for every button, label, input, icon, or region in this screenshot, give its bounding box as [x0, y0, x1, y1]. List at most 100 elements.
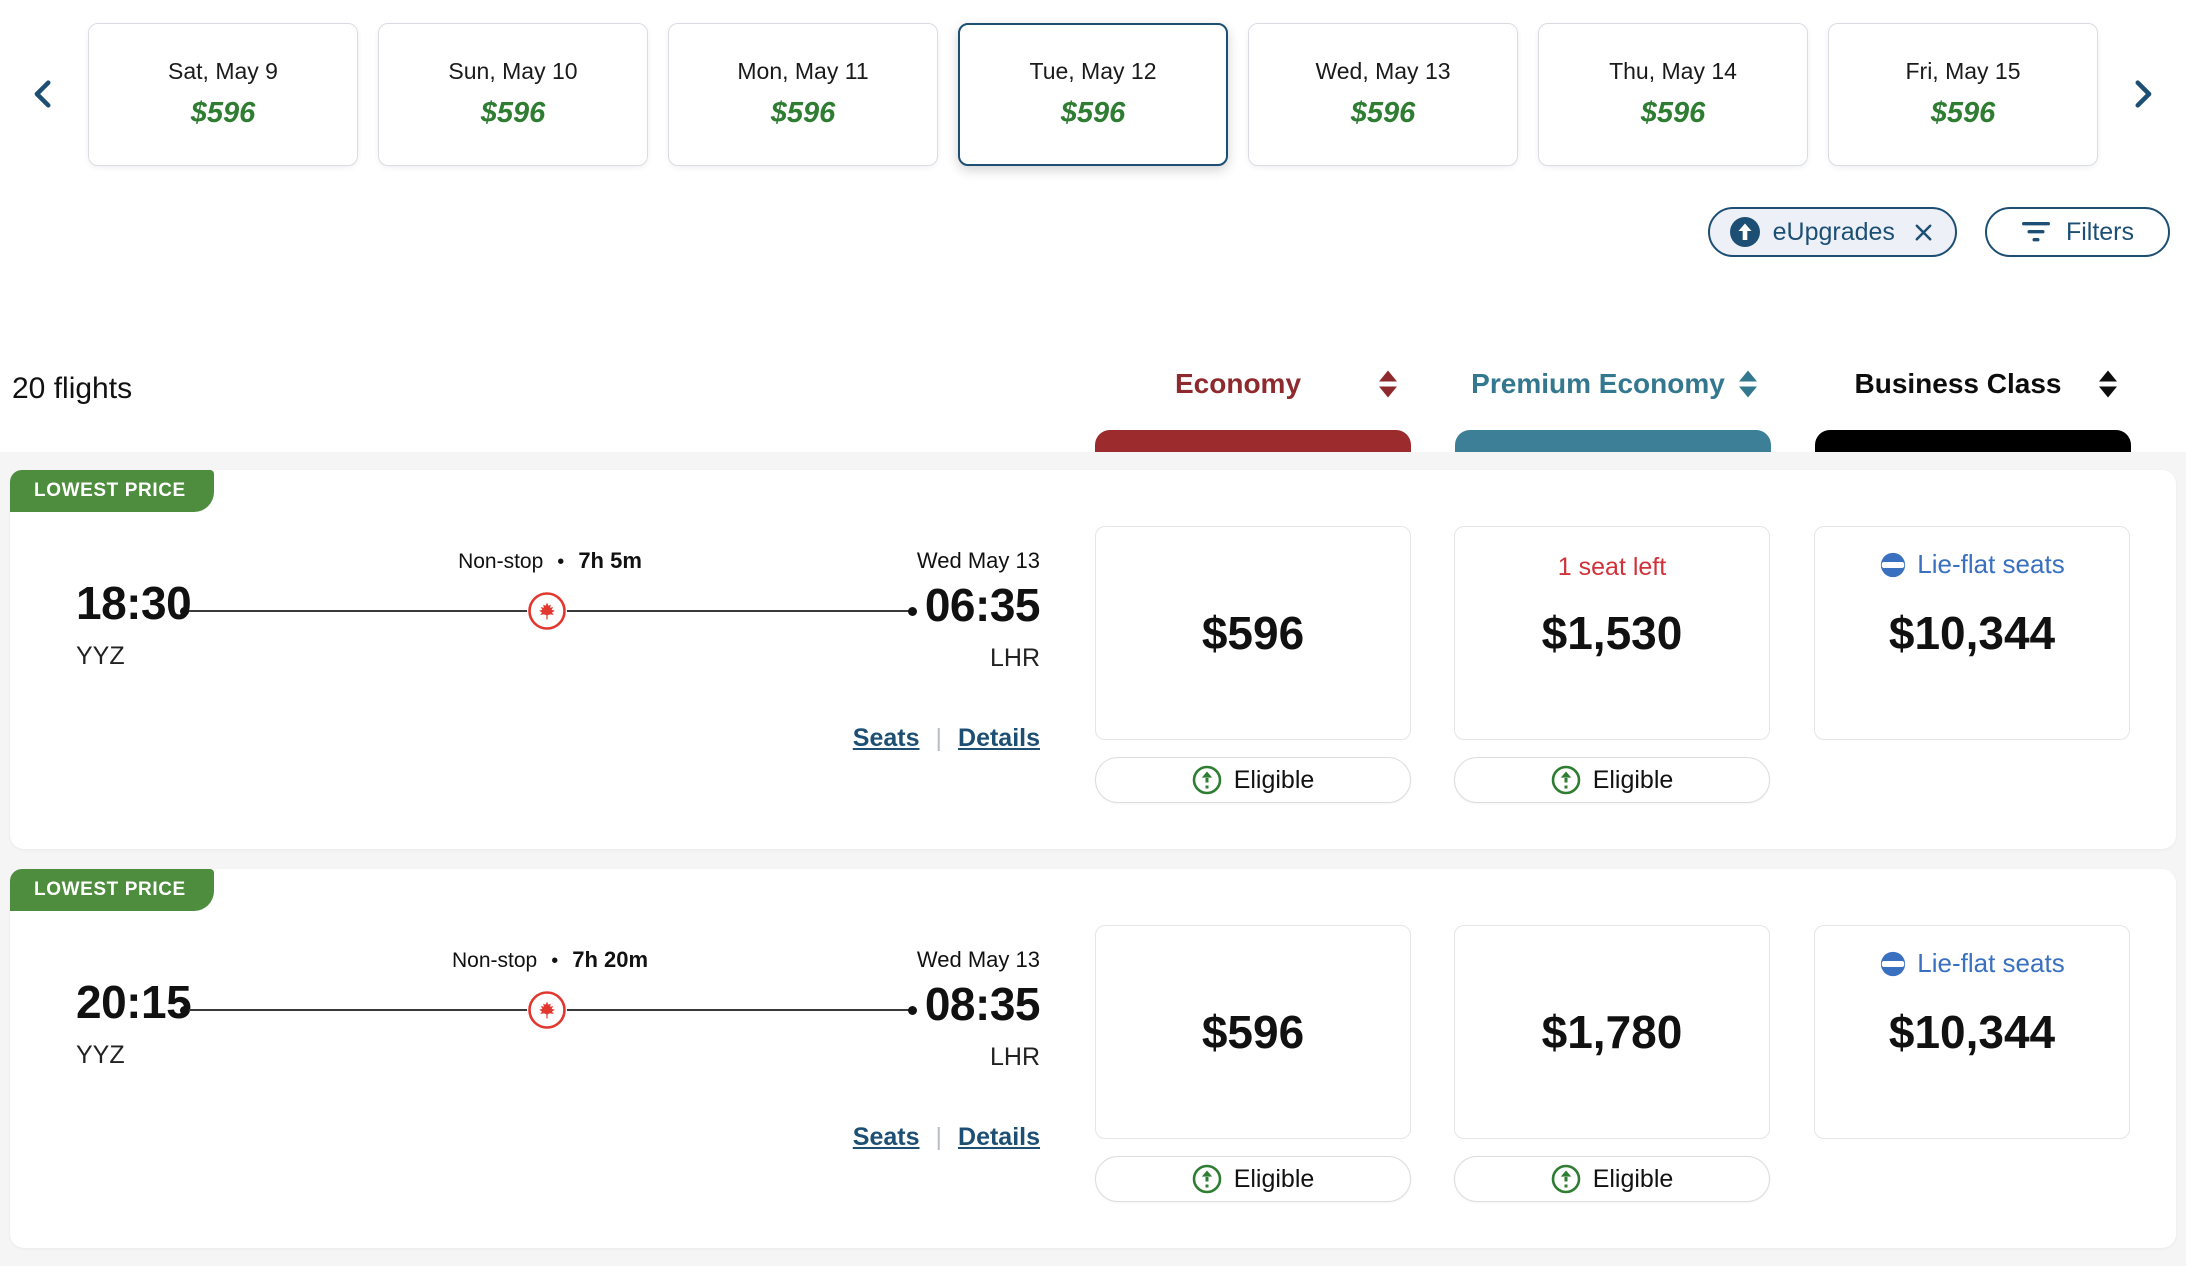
stops-label: Non-stop [451, 949, 538, 972]
stops-label: Non-stop [458, 550, 544, 573]
flight-row: LOWEST PRICE 20:15 YYZ Non-stop • 7h 20m… [10, 869, 2176, 1248]
eligible-arrow-icon [1192, 1164, 1222, 1194]
carousel-prev-button[interactable] [14, 44, 74, 144]
economy-price: $596 [1201, 607, 1305, 659]
column-header-premium-economy[interactable]: Premium Economy [1455, 364, 1771, 404]
date-card-sat-may-9[interactable]: Sat, May 9 $596 [88, 22, 358, 166]
details-link[interactable]: Details [958, 1123, 1040, 1151]
eligible-arrow-icon [1551, 765, 1581, 795]
date-label: Sat, May 9 [168, 58, 278, 84]
chevron-right-icon [2125, 77, 2159, 111]
arrival-airport: LHR [989, 644, 1040, 672]
economy-fare-cell[interactable]: $596 [1095, 526, 1411, 740]
economy-price: $596 [1201, 1006, 1305, 1058]
departure-airport: YYZ [76, 642, 125, 670]
duration-label: 7h 5m [578, 548, 642, 573]
sort-icon [2099, 370, 2117, 398]
sort-icon [1379, 370, 1397, 398]
lowest-price-badge: LOWEST PRICE [10, 869, 214, 911]
date-card-fri-may-15[interactable]: Fri, May 15 $596 [1828, 22, 2098, 166]
flight-links: Seats | Details [830, 1123, 1040, 1152]
link-separator: | [935, 724, 943, 752]
lie-flat-label: Lie-flat seats [1917, 549, 2065, 579]
lowest-price-badge: LOWEST PRICE [10, 470, 214, 512]
departure-time: 20:15 [76, 976, 192, 1028]
premium-economy-price: $1,780 [1541, 1006, 1683, 1058]
route-info: Non-stop • 7h 5m [350, 548, 750, 574]
date-label: Mon, May 11 [737, 58, 869, 84]
seats-left-warning: 1 seat left [1557, 553, 1667, 581]
seats-link[interactable]: Seats [852, 724, 920, 752]
date-price: $596 [1930, 97, 1996, 129]
eligible-arrow-icon [1551, 1164, 1581, 1194]
economy-fare-cell[interactable]: $596 [1095, 925, 1411, 1139]
date-price: $596 [1350, 97, 1416, 129]
filters-button[interactable]: Filters [1984, 207, 2170, 257]
lie-flat-seat-icon [1879, 950, 1907, 978]
route-info: Non-stop • 7h 20m [350, 947, 750, 973]
lie-flat-seat-icon [1879, 551, 1907, 579]
dot-separator: • [557, 551, 565, 573]
date-card-wed-may-13[interactable]: Wed, May 13 $596 [1248, 22, 1518, 166]
date-carousel: Sat, May 9 $596 Sun, May 10 $596 Mon, Ma… [0, 14, 2186, 174]
date-label: Sun, May 10 [448, 58, 578, 84]
date-price: $596 [1640, 97, 1706, 129]
carousel-next-button[interactable] [2112, 44, 2172, 144]
dot-separator: • [551, 950, 559, 972]
date-price: $596 [480, 97, 546, 129]
eupgrade-eligible-badge-premium[interactable]: Eligible [1454, 757, 1770, 803]
duration-label: 7h 20m [572, 947, 649, 972]
departure-time: 18:30 [76, 577, 192, 629]
date-card-mon-may-11[interactable]: Mon, May 11 $596 [668, 22, 938, 166]
date-price: $596 [770, 97, 836, 129]
flight-links: Seats | Details [830, 724, 1040, 753]
cabin-column-headers: Economy Premium Economy Business Class [1095, 364, 2131, 404]
arrival-time: 08:35 [924, 978, 1041, 1030]
flight-row: LOWEST PRICE 18:30 YYZ Non-stop • 7h 5m … [10, 470, 2176, 849]
close-icon [1912, 221, 1935, 244]
departure-block: 20:15 YYZ [76, 975, 192, 1070]
arrival-airport: LHR [989, 1043, 1040, 1071]
eligible-label: Eligible [1233, 1164, 1315, 1193]
date-card-tue-may-12-selected[interactable]: Tue, May 12 $596 [958, 22, 1228, 166]
date-card-list: Sat, May 9 $596 Sun, May 10 $596 Mon, Ma… [88, 22, 2098, 166]
eligible-label: Eligible [1233, 765, 1315, 794]
column-header-business-class[interactable]: Business Class [1815, 364, 2131, 404]
seats-link[interactable]: Seats [852, 1123, 920, 1151]
departure-airport: YYZ [76, 1041, 125, 1069]
lie-flat-feature: Lie-flat seats [1815, 549, 2129, 580]
date-price: $596 [1060, 97, 1126, 129]
business-class-fare-cell[interactable]: Lie-flat seats $10,344 [1814, 925, 2130, 1139]
date-price: $596 [190, 97, 256, 129]
details-link[interactable]: Details [958, 724, 1040, 752]
departure-block: 18:30 YYZ [76, 576, 192, 671]
lie-flat-feature: Lie-flat seats [1815, 948, 2129, 979]
premium-economy-fare-cell[interactable]: $1,780 [1454, 925, 1770, 1139]
air-canada-maple-leaf-icon [527, 990, 567, 1030]
column-header-label: Economy [1174, 368, 1302, 399]
sort-icon [1739, 370, 1757, 398]
business-class-fare-cell[interactable]: Lie-flat seats $10,344 [1814, 526, 2130, 740]
eupgrade-eligible-badge-economy[interactable]: Eligible [1095, 757, 1411, 803]
eupgrades-chip-remove-button[interactable] [1912, 221, 1935, 244]
eupgrade-eligible-badge-premium[interactable]: Eligible [1454, 1156, 1770, 1202]
eupgrades-chip-label: eUpgrades [1772, 217, 1895, 246]
eupgrade-arrow-circle-icon [1729, 217, 1760, 247]
business-class-price: $10,344 [1888, 1006, 2056, 1058]
date-card-sun-may-10[interactable]: Sun, May 10 $596 [378, 22, 648, 166]
filters-button-label: Filters [2065, 217, 2134, 246]
eupgrade-eligible-badge-economy[interactable]: Eligible [1095, 1156, 1411, 1202]
eupgrades-filter-chip[interactable]: eUpgrades [1707, 207, 1957, 257]
eligible-label: Eligible [1592, 765, 1674, 794]
flight-count: 20 flights [12, 372, 133, 405]
chevron-left-icon [27, 77, 61, 111]
lie-flat-label: Lie-flat seats [1917, 948, 2065, 978]
eligible-label: Eligible [1592, 1164, 1674, 1193]
premium-economy-fare-cell[interactable]: 1 seat left $1,530 [1454, 526, 1770, 740]
date-card-thu-may-14[interactable]: Thu, May 14 $596 [1538, 22, 1808, 166]
air-canada-maple-leaf-icon [527, 591, 567, 631]
arrival-block: Wed May 13 08:35 LHR [750, 947, 1041, 1072]
date-label: Tue, May 12 [1029, 58, 1157, 84]
column-header-economy[interactable]: Economy [1095, 364, 1411, 404]
